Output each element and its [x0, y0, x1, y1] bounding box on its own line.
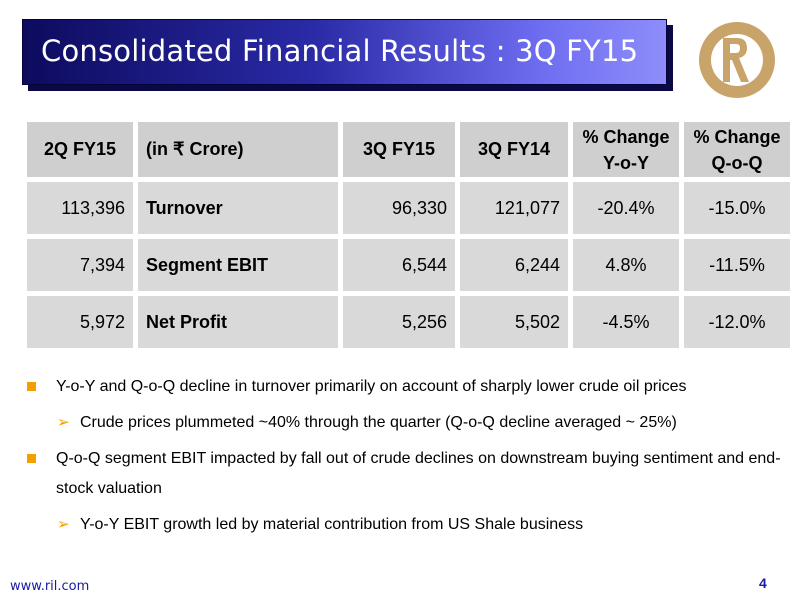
bullet-text: Crude prices plummeted ~40% through the … [80, 414, 677, 431]
table-header-row: 2Q FY15 (in ₹ Crore) 3Q FY15 3Q FY14 % C… [27, 122, 790, 177]
page-number: 4 [759, 575, 767, 591]
cell-2q-fy15: 113,396 [27, 182, 133, 234]
cell-qoq: -11.5% [684, 239, 790, 291]
cell-3q-fy14: 6,244 [460, 239, 568, 291]
sub-bullet-item: ➢ Crude prices plummeted ~40% through th… [22, 408, 782, 438]
cell-2q-fy15: 5,972 [27, 296, 133, 348]
cell-3q-fy15: 96,330 [343, 182, 455, 234]
cell-yoy: -4.5% [573, 296, 679, 348]
row-label: Net Profit [138, 296, 338, 348]
table-row: 7,394 Segment EBIT 6,544 6,244 4.8% -11.… [27, 239, 790, 291]
cell-3q-fy14: 121,077 [460, 182, 568, 234]
cell-yoy: -20.4% [573, 182, 679, 234]
header-3q-fy14: 3Q FY14 [460, 122, 568, 177]
header-yoy-line1: % Change [582, 126, 670, 147]
header-change-qoq: % Change Q-o-Q [684, 122, 790, 177]
header-change-yoy: % Change Y-o-Y [573, 122, 679, 177]
arrow-bullet-icon: ➢ [57, 414, 70, 431]
bullet-text: Y-o-Y EBIT growth led by material contri… [80, 516, 584, 533]
bullet-item: Q-o-Q segment EBIT impacted by fall out … [22, 444, 782, 504]
header-3q-fy15: 3Q FY15 [343, 122, 455, 177]
row-label: Segment EBIT [138, 239, 338, 291]
cell-3q-fy15: 6,544 [343, 239, 455, 291]
arrow-bullet-icon: ➢ [57, 516, 70, 533]
cell-3q-fy15: 5,256 [343, 296, 455, 348]
title-banner: Consolidated Financial Results : 3Q FY15 [22, 19, 667, 85]
cell-3q-fy14: 5,502 [460, 296, 568, 348]
cell-qoq: -12.0% [684, 296, 790, 348]
cell-qoq: -15.0% [684, 182, 790, 234]
header-unit: (in ₹ Crore) [138, 122, 338, 177]
reliance-logo-icon [699, 22, 775, 98]
table-row: 113,396 Turnover 96,330 121,077 -20.4% -… [27, 182, 790, 234]
header-qoq-line1: % Change [693, 126, 781, 147]
cell-2q-fy15: 7,394 [27, 239, 133, 291]
bullet-text: Y-o-Y and Q-o-Q decline in turnover prim… [56, 378, 687, 395]
cell-yoy: 4.8% [573, 239, 679, 291]
financial-results-table: 2Q FY15 (in ₹ Crore) 3Q FY15 3Q FY14 % C… [22, 117, 795, 353]
footer-website-link[interactable]: www.ril.com [10, 579, 90, 594]
bullet-text: Q-o-Q segment EBIT impacted by fall out … [56, 450, 781, 497]
header-yoy-line2: Y-o-Y [602, 152, 649, 173]
bullet-list: Y-o-Y and Q-o-Q decline in turnover prim… [22, 372, 782, 546]
bullet-item: Y-o-Y and Q-o-Q decline in turnover prim… [22, 372, 782, 402]
row-label: Turnover [138, 182, 338, 234]
header-2q-fy15: 2Q FY15 [27, 122, 133, 177]
square-bullet-icon [27, 382, 36, 391]
sub-bullet-item: ➢ Y-o-Y EBIT growth led by material cont… [22, 510, 782, 540]
table-row: 5,972 Net Profit 5,256 5,502 -4.5% -12.0… [27, 296, 790, 348]
header-qoq-line2: Q-o-Q [711, 152, 763, 173]
slide-title: Consolidated Financial Results : 3Q FY15 [41, 34, 639, 68]
square-bullet-icon [27, 454, 36, 463]
